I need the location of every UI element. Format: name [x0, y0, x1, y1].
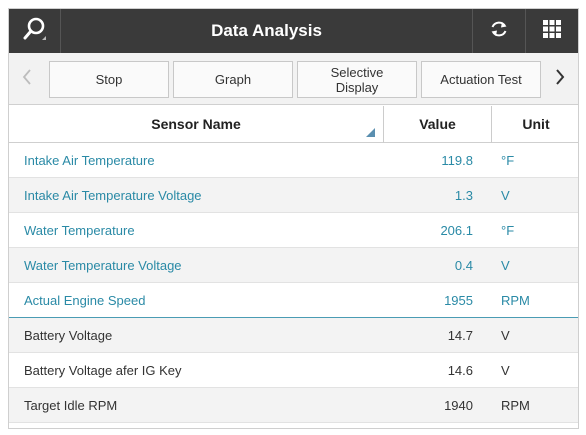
sensor-unit: RPM — [501, 398, 530, 413]
sensor-name: Intake Air Temperature — [24, 153, 155, 168]
sensor-value: 206.1 — [440, 223, 473, 238]
table-row[interactable]: Intake Air Temperature 119.8 °F — [9, 143, 578, 178]
sensor-name: Actual Engine Speed — [24, 293, 146, 308]
sensor-unit: °F — [501, 223, 515, 238]
sensor-name: Intake Air Temperature Voltage — [24, 188, 202, 203]
selective-display-label: Selective Display — [330, 64, 384, 95]
table-row[interactable]: Battery Voltage 14.7 V — [9, 318, 578, 353]
sensor-value: 14.6 — [447, 363, 473, 378]
stop-button[interactable]: Stop — [49, 61, 169, 98]
sort-indicator-icon — [366, 128, 375, 137]
table-row[interactable]: Battery Voltage afer IG Key 14.6 V — [9, 353, 578, 388]
search-button[interactable] — [9, 9, 61, 53]
column-header-sensor-name[interactable]: Sensor Name — [151, 116, 241, 132]
sensor-unit: RPM — [501, 293, 530, 308]
sensor-name: Water Temperature Voltage — [24, 258, 182, 273]
graph-button[interactable]: Graph — [173, 61, 293, 98]
sensor-name: Target Idle RPM — [24, 398, 118, 413]
table-row[interactable]: Intake Air Temperature Voltage 1.3 V — [9, 178, 578, 213]
sensor-value: 119.8 — [441, 153, 473, 168]
sensor-name: Water Temperature — [24, 223, 135, 238]
sensor-value: 1.3 — [454, 188, 473, 203]
table-row[interactable]: Target Idle RPM 1940 RPM — [9, 388, 578, 423]
app-window: Data Analysis — [8, 8, 579, 429]
sensor-unit: °F — [501, 153, 515, 168]
sensor-table-body: Intake Air Temperature 119.8 °F Intake A… — [9, 143, 578, 423]
table-row[interactable]: Water Temperature 206.1 °F — [9, 213, 578, 248]
table-header: Sensor Name Value Unit — [9, 106, 578, 143]
actuation-test-button[interactable]: Actuation Test — [421, 61, 541, 98]
grid-icon — [543, 19, 561, 43]
table-row[interactable]: Water Temperature Voltage 0.4 V — [9, 248, 578, 283]
title-bar: Data Analysis — [9, 9, 578, 53]
scroll-left-button[interactable] — [9, 53, 45, 105]
sensor-value: 1940 — [444, 398, 473, 413]
menu-grid-button[interactable] — [525, 9, 578, 53]
sensor-value: 1955 — [444, 293, 473, 308]
sensor-value: 0.4 — [454, 258, 473, 273]
sensor-name: Battery Voltage afer IG Key — [24, 363, 182, 378]
chevron-left-icon — [22, 68, 32, 90]
toolbar: Stop Graph Selective Display Actuation T… — [9, 53, 578, 105]
sensor-name: Battery Voltage — [24, 328, 113, 343]
table-row[interactable]: Actual Engine Speed 1955 RPM — [9, 283, 578, 318]
sensor-unit: V — [501, 188, 510, 203]
sensor-unit: V — [501, 328, 510, 343]
sensor-unit: V — [501, 363, 510, 378]
sensor-unit: V — [501, 258, 510, 273]
page-title: Data Analysis — [211, 21, 322, 40]
refresh-icon — [488, 18, 510, 45]
sensor-value: 14.7 — [447, 328, 473, 343]
column-header-unit[interactable]: Unit — [491, 106, 578, 143]
column-header-value[interactable]: Value — [383, 106, 491, 143]
scroll-right-button[interactable] — [542, 53, 578, 105]
chevron-right-icon — [555, 68, 565, 90]
refresh-button[interactable] — [472, 9, 525, 53]
search-icon — [22, 16, 48, 47]
selective-display-button[interactable]: Selective Display — [297, 61, 417, 98]
